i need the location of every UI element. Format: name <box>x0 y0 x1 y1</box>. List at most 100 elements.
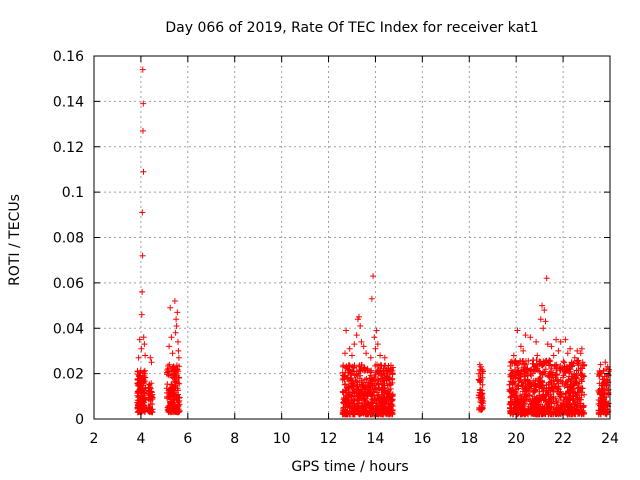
data-point-marker <box>578 376 585 383</box>
data-point-marker <box>557 403 564 410</box>
data-point-marker <box>539 411 546 418</box>
data-point-marker <box>531 382 538 389</box>
data-point-marker <box>597 361 604 368</box>
data-point-marker <box>536 388 543 395</box>
data-point-marker <box>349 368 356 375</box>
data-point-marker <box>140 127 146 134</box>
data-point-marker <box>521 376 528 383</box>
data-point-marker <box>377 352 384 359</box>
data-point-marker <box>527 379 534 386</box>
data-point-marker <box>136 336 143 343</box>
data-point-marker <box>382 362 389 369</box>
data-point-marker <box>149 408 156 415</box>
data-point-marker <box>386 411 393 418</box>
data-point-marker <box>136 372 143 379</box>
data-point-marker <box>600 376 607 383</box>
data-point-marker <box>135 354 142 361</box>
data-point-marker <box>552 411 559 417</box>
data-point-marker <box>559 374 566 381</box>
data-point-marker <box>545 373 552 380</box>
data-point-marker <box>380 365 387 372</box>
data-point-marker <box>596 367 603 374</box>
data-point-marker <box>377 372 384 379</box>
data-point-marker <box>358 338 365 345</box>
data-point-marker <box>173 316 180 323</box>
data-point-marker <box>507 387 514 394</box>
data-point-marker <box>530 360 537 367</box>
y-tick-label: 0.06 <box>53 276 84 292</box>
data-point-marker <box>347 371 354 378</box>
data-point-marker <box>368 367 375 374</box>
data-point-marker <box>358 388 365 395</box>
data-point-marker <box>579 409 586 416</box>
y-tick-label: 0.16 <box>53 49 84 65</box>
data-point-marker <box>509 381 516 388</box>
data-point-marker <box>533 357 540 363</box>
data-point-marker <box>373 327 380 334</box>
x-tick-label: 14 <box>367 431 385 447</box>
data-point-marker <box>134 409 141 416</box>
data-point-marker <box>573 406 580 413</box>
data-point-marker <box>363 375 370 382</box>
data-point-marker <box>167 304 174 311</box>
data-point-marker <box>148 359 155 366</box>
x-tick-label: 24 <box>601 431 619 447</box>
data-point-marker <box>577 400 584 407</box>
data-point-marker <box>535 376 542 383</box>
data-point-marker <box>567 378 574 385</box>
data-point-marker <box>138 311 145 318</box>
data-point-marker <box>565 403 572 410</box>
data-point-marker <box>348 393 355 400</box>
data-point-marker <box>176 407 183 414</box>
data-point-marker <box>574 396 581 403</box>
data-point-marker <box>349 404 356 411</box>
data-point-marker <box>169 350 176 357</box>
data-point-marker <box>533 338 540 345</box>
data-point-marker <box>506 388 513 395</box>
data-point-marker <box>352 377 359 383</box>
data-point-marker <box>515 375 522 382</box>
data-point-marker <box>356 381 363 388</box>
data-point-marker <box>542 318 549 325</box>
data-point-marker <box>477 398 484 405</box>
data-point-marker <box>139 66 146 73</box>
data-point-marker <box>575 357 582 364</box>
data-point-marker <box>564 364 571 371</box>
data-point-marker <box>515 367 522 374</box>
data-point-marker <box>515 382 522 389</box>
data-point-marker <box>514 327 521 334</box>
data-point-marker <box>566 396 573 403</box>
data-point-marker <box>387 405 394 412</box>
data-point-marker <box>340 405 347 412</box>
data-point-marker <box>351 341 358 348</box>
data-point-marker <box>477 406 484 413</box>
data-point-marker <box>350 389 356 396</box>
data-point-marker <box>169 402 176 409</box>
data-point-marker <box>146 407 152 414</box>
data-point-marker <box>370 382 377 389</box>
data-point-marker <box>548 371 555 378</box>
data-point-marker <box>341 395 347 401</box>
data-point-marker <box>564 378 571 385</box>
data-point-marker <box>548 384 555 391</box>
data-point-marker <box>139 288 146 295</box>
data-point-marker <box>145 385 152 392</box>
data-point-marker <box>567 345 574 352</box>
data-point-marker <box>517 402 524 409</box>
y-tick-label: 0.04 <box>53 321 84 337</box>
data-point-marker <box>346 399 353 406</box>
data-point-marker <box>507 371 514 378</box>
data-point-marker <box>520 347 527 354</box>
data-point-marker <box>172 370 179 377</box>
y-tick-label: 0.14 <box>53 94 84 110</box>
data-point-marker <box>175 347 182 354</box>
data-point-marker <box>170 394 177 401</box>
data-point-marker <box>358 392 364 398</box>
y-tick-label: 0.1 <box>62 185 84 201</box>
data-point-marker <box>142 352 149 359</box>
data-point-marker <box>561 397 567 404</box>
data-point-marker <box>580 362 587 369</box>
data-point-marker <box>368 396 375 402</box>
data-point-marker <box>138 345 145 352</box>
data-point-marker <box>141 341 148 348</box>
